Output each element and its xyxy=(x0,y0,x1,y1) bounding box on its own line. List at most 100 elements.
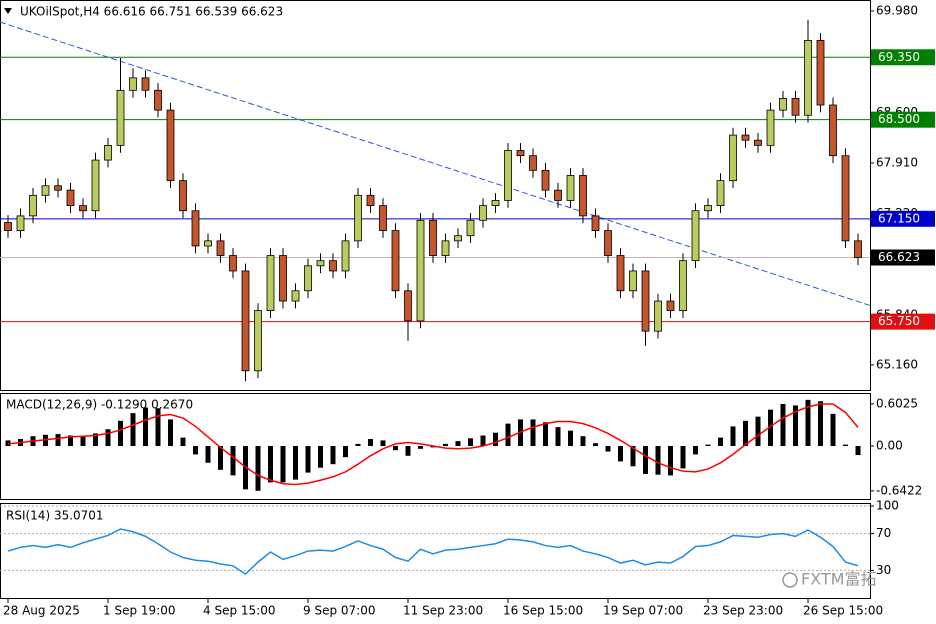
candle-body xyxy=(241,270,250,372)
menu-triangle xyxy=(4,8,12,14)
macd-bar xyxy=(493,432,498,447)
candle-body xyxy=(129,77,137,91)
macd-bar xyxy=(380,440,386,447)
macd-bar xyxy=(368,439,373,447)
candle-body xyxy=(341,240,350,272)
candle-body xyxy=(804,39,812,116)
candle-body xyxy=(29,194,37,217)
level-label-box xyxy=(871,249,935,266)
macd-bar xyxy=(793,405,798,447)
macd-bar xyxy=(680,446,686,469)
macd-bar xyxy=(830,413,836,447)
candle-body xyxy=(16,215,25,231)
candle-body xyxy=(654,300,662,332)
level-label-box xyxy=(871,111,935,128)
candle-body xyxy=(279,255,287,302)
level-label-box xyxy=(871,210,935,227)
candle-body xyxy=(554,189,562,201)
candle-body xyxy=(266,255,275,311)
chart-title: UKOilSpot,H4 66.616 66.751 66.539 66.623 xyxy=(20,5,283,19)
x-tick-label: 23 Sep 23:00 xyxy=(703,604,783,618)
macd-bar xyxy=(543,422,548,447)
macd-bar xyxy=(318,446,323,468)
candle-body xyxy=(541,169,550,191)
macd-bar xyxy=(780,404,786,447)
level-label: 65.750 xyxy=(878,314,920,328)
macd-bar xyxy=(230,446,236,476)
y-tick-label: 67.910 xyxy=(876,156,918,170)
rsi-panel xyxy=(0,503,871,599)
candle-body xyxy=(391,230,400,292)
macd-bar xyxy=(443,443,448,447)
macd-bar xyxy=(655,446,661,475)
macd-bar xyxy=(755,416,761,447)
macd-bar xyxy=(280,446,286,483)
macd-bar xyxy=(143,407,148,447)
candle-body xyxy=(491,200,500,206)
candle-body xyxy=(854,240,862,258)
candle-body xyxy=(529,155,537,171)
y-tick-label: -0.6422 xyxy=(876,483,922,497)
candle-body xyxy=(354,194,362,242)
candle-body xyxy=(379,205,387,231)
candle-body xyxy=(429,219,437,256)
macd-bar xyxy=(505,423,511,447)
macd-bar xyxy=(405,446,411,456)
candle-body xyxy=(816,39,825,106)
macd-bar xyxy=(768,409,773,447)
candle-body xyxy=(441,240,450,256)
candle-body xyxy=(229,255,237,272)
candle-body xyxy=(179,180,187,212)
macd-bar xyxy=(843,444,848,447)
candle-body xyxy=(216,240,225,256)
candle-body xyxy=(579,175,587,217)
macd-bar xyxy=(605,446,611,452)
candle-body xyxy=(591,215,600,231)
candle-body xyxy=(516,150,525,157)
macd-bar xyxy=(468,438,473,447)
candle-body xyxy=(504,150,512,201)
macd-bar xyxy=(705,444,711,447)
candle-body xyxy=(91,159,100,212)
candle-body xyxy=(366,194,375,206)
macd-bar xyxy=(668,446,673,476)
candle-body xyxy=(329,260,337,272)
candle-body xyxy=(616,255,625,292)
candle-body xyxy=(716,180,725,206)
candle-body xyxy=(116,89,125,146)
x-tick-label: 1 Sep 19:00 xyxy=(103,604,175,618)
x-tick-label: 9 Sep 07:00 xyxy=(303,604,375,618)
x-tick-label: 11 Sep 23:00 xyxy=(403,604,483,618)
macd-bar xyxy=(855,446,861,456)
macd-bar xyxy=(455,441,461,447)
candle-body xyxy=(141,77,150,91)
candle-body xyxy=(641,270,650,332)
candle-body xyxy=(304,265,312,292)
candle-body xyxy=(666,300,675,311)
candle-body xyxy=(779,97,787,111)
candle-body xyxy=(741,134,750,141)
candle-body xyxy=(104,144,112,161)
level-label: 68.500 xyxy=(878,112,920,126)
macd-bar xyxy=(393,446,398,451)
macd-bar xyxy=(480,435,486,447)
macd-bar xyxy=(355,443,361,447)
macd-bar xyxy=(343,446,348,458)
candle-body xyxy=(191,210,200,247)
rsi-line xyxy=(7,528,859,576)
macd-bar xyxy=(105,429,111,447)
candle-body xyxy=(404,290,412,322)
candle-body xyxy=(54,185,62,191)
rsi-title: RSI(14) 35.0701 xyxy=(6,509,104,523)
macd-bar xyxy=(55,434,61,447)
candle-body xyxy=(41,185,50,196)
macd-bar xyxy=(305,446,311,473)
macd-bar xyxy=(593,443,598,447)
price-panel xyxy=(0,0,871,391)
x-tick-label: 16 Sep 15:00 xyxy=(503,604,583,618)
y-tick-label: 100 xyxy=(876,499,899,513)
macd-bar xyxy=(180,437,186,447)
candle-body xyxy=(4,222,12,231)
candle-body xyxy=(454,235,462,242)
